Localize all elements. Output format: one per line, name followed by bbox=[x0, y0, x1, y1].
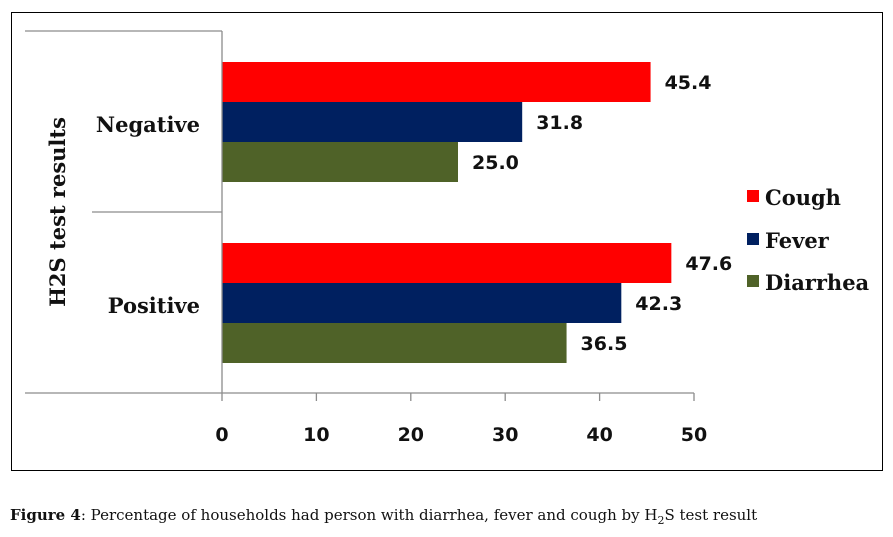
category-label-negative: Negative bbox=[96, 112, 200, 137]
bar-value-label: 25.0 bbox=[472, 152, 519, 174]
x-tick-label: 0 bbox=[215, 424, 228, 446]
legend-label-cough: Cough bbox=[765, 185, 841, 210]
figure-label: Figure 4 bbox=[10, 506, 81, 524]
y-axis-title: H2S test results bbox=[45, 117, 70, 307]
bar-value-label: 36.5 bbox=[581, 333, 628, 355]
x-tick-label: 40 bbox=[586, 424, 612, 446]
bar-positive-fever bbox=[222, 283, 622, 323]
legend-swatch-fever bbox=[747, 233, 759, 245]
x-tick-label: 20 bbox=[398, 424, 424, 446]
category-label-positive: Positive bbox=[108, 293, 200, 318]
figure-caption: Figure 4: Percentage of households had p… bbox=[10, 506, 885, 527]
legend-swatch-cough bbox=[747, 190, 759, 202]
chart-frame bbox=[11, 12, 883, 471]
bar-negative-fever bbox=[222, 102, 523, 142]
legend-swatch-diarrhea bbox=[747, 275, 759, 287]
x-tick-label: 30 bbox=[492, 424, 518, 446]
bar-chart: 45.4 31.8 25.0 Negative 47.642.3 36.5 Positive… bbox=[25, 30, 870, 446]
x-tick-label: 50 bbox=[681, 424, 707, 446]
legend-label-diarrhea: Diarrhea bbox=[765, 270, 870, 295]
bar-negative-cough bbox=[222, 62, 651, 102]
x-tick-label: 10 bbox=[303, 424, 329, 446]
bar-value-label: 42.3 bbox=[635, 293, 682, 315]
bar-negative-diarrhea bbox=[222, 142, 458, 182]
caption-subscript: 2 bbox=[657, 514, 665, 527]
bar-positive-diarrhea bbox=[222, 323, 567, 363]
bar-positive-cough bbox=[222, 243, 672, 283]
bar-value-label: 47.6 bbox=[685, 253, 732, 275]
legend-label-fever: Fever bbox=[765, 228, 830, 253]
bar-value-label: 31.8 bbox=[536, 112, 583, 134]
bar-value-label: 45.4 bbox=[665, 72, 712, 94]
caption-text-end: S test result bbox=[664, 506, 758, 524]
caption-text: : Percentage of households had person wi… bbox=[80, 506, 658, 524]
